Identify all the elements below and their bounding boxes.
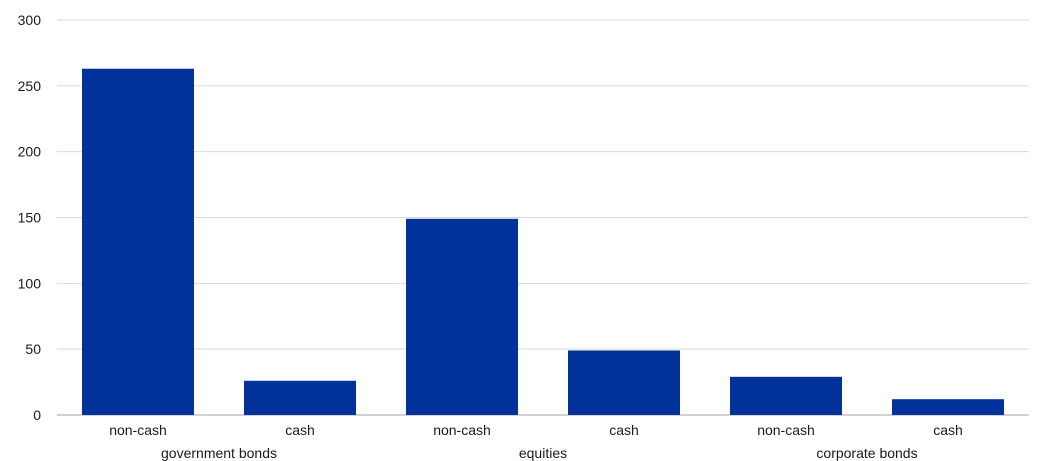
x-category-label: non-cash [109,422,167,438]
bar [892,399,1004,415]
bar [730,376,842,415]
x-category-label: cash [285,422,315,438]
bar [82,68,194,415]
x-axis-category-labels: non-cash cash non-cash cash non-cash cash [109,422,963,438]
gridlines [57,19,1029,350]
y-tick-label: 100 [18,275,42,291]
bars [82,68,1004,415]
x-category-label: cash [609,422,639,438]
bar [244,380,356,415]
y-tick-label: 150 [18,210,42,226]
y-tick-label: 300 [18,12,42,28]
x-group-label: equities [519,445,567,461]
y-tick-label: 0 [33,407,41,423]
y-tick-label: 200 [18,144,42,160]
y-tick-label: 250 [18,78,42,94]
x-category-label: cash [933,422,963,438]
x-category-label: non-cash [757,422,815,438]
y-tick-label: 50 [25,341,41,357]
x-axis-group-labels: government bonds equities corporate bonds [161,445,918,461]
x-category-label: non-cash [433,422,491,438]
bar [406,218,518,415]
x-group-label: government bonds [161,445,277,461]
x-group-label: corporate bonds [816,445,917,461]
bar [568,350,680,415]
y-axis-tick-labels: 0 50 100 150 200 250 300 [18,12,42,423]
